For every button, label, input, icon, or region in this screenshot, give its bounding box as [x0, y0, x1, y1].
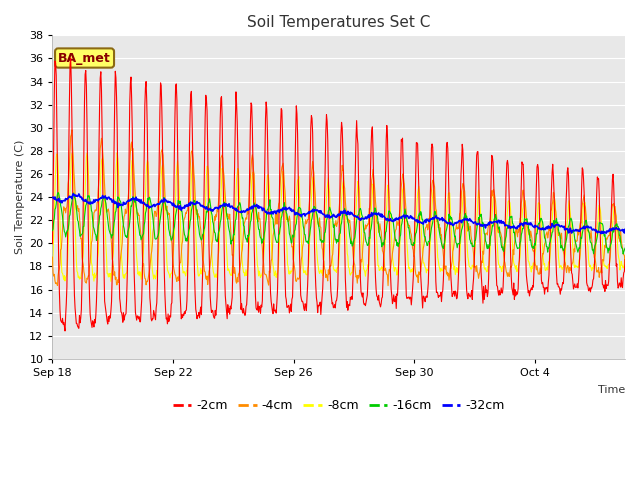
Title: Soil Temperatures Set C: Soil Temperatures Set C: [247, 15, 431, 30]
Legend: -2cm, -4cm, -8cm, -16cm, -32cm: -2cm, -4cm, -8cm, -16cm, -32cm: [168, 395, 510, 418]
Text: BA_met: BA_met: [58, 51, 111, 64]
Y-axis label: Soil Temperature (C): Soil Temperature (C): [15, 140, 25, 254]
Text: Time: Time: [598, 385, 625, 395]
